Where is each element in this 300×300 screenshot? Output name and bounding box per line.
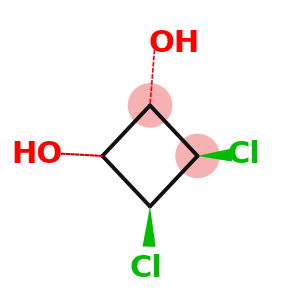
Circle shape — [128, 83, 172, 128]
Text: HO: HO — [11, 140, 63, 169]
Circle shape — [175, 134, 220, 178]
Polygon shape — [198, 148, 232, 162]
Polygon shape — [142, 206, 156, 247]
Text: Cl: Cl — [129, 254, 162, 284]
Text: Cl: Cl — [227, 140, 260, 169]
Text: OH: OH — [148, 28, 200, 58]
